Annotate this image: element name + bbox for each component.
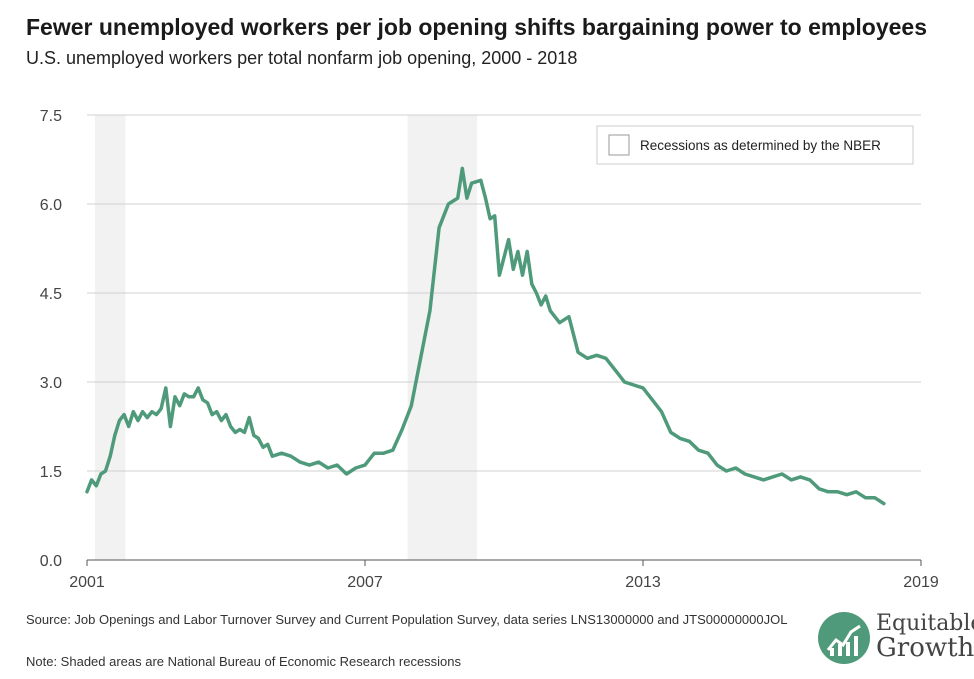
- x-tick-label: 2007: [347, 574, 383, 591]
- x-axis: 2001 2007 2013 2019: [69, 560, 939, 591]
- y-axis-ticks: 0.0 1.5 3.0 4.5 6.0 7.5: [40, 108, 62, 570]
- recession-note: Note: Shaded areas are National Bureau o…: [26, 654, 462, 669]
- recession-band-2: [407, 115, 478, 560]
- legend-box: [596, 125, 914, 165]
- y-tick-label: 3.0: [40, 375, 62, 392]
- y-tick-label: 6.0: [40, 197, 62, 214]
- logo-line-2: Growth: [876, 633, 974, 663]
- x-tick-label: 2001: [69, 574, 105, 591]
- y-tick-label: 7.5: [40, 108, 62, 125]
- chart-title: Fewer unemployed workers per job opening…: [26, 14, 927, 40]
- x-tick-label: 2019: [903, 574, 939, 591]
- legend: Recessions as determined by the NBER: [596, 125, 914, 165]
- chart-subtitle: U.S. unemployed workers per total nonfar…: [26, 48, 578, 68]
- logo-wordmark: Equitable Growth: [876, 611, 974, 663]
- legend-label: Recessions as determined by the NBER: [640, 138, 881, 153]
- line-chart: 0.0 1.5 3.0 4.5 6.0 7.5 2001 2007 2013 2019 Rece…: [40, 108, 939, 591]
- x-tick-label: 2013: [625, 574, 661, 591]
- series-line-1: [85, 166, 886, 506]
- series-group: [85, 166, 886, 506]
- gridlines: [87, 114, 921, 561]
- recession-bands: [94, 115, 478, 560]
- y-tick-label: 0.0: [40, 553, 62, 570]
- recession-band-1: [94, 115, 126, 560]
- logo-line-1: Equitable: [876, 611, 974, 636]
- legend-swatch: [608, 134, 630, 156]
- y-tick-label: 1.5: [40, 464, 62, 481]
- source-note: Source: Job Openings and Labor Turnover …: [26, 612, 788, 627]
- rising-line-chart-icon: [818, 612, 870, 664]
- equitable-growth-logo[interactable]: Equitable Growth: [818, 610, 974, 670]
- y-tick-label: 4.5: [40, 286, 62, 303]
